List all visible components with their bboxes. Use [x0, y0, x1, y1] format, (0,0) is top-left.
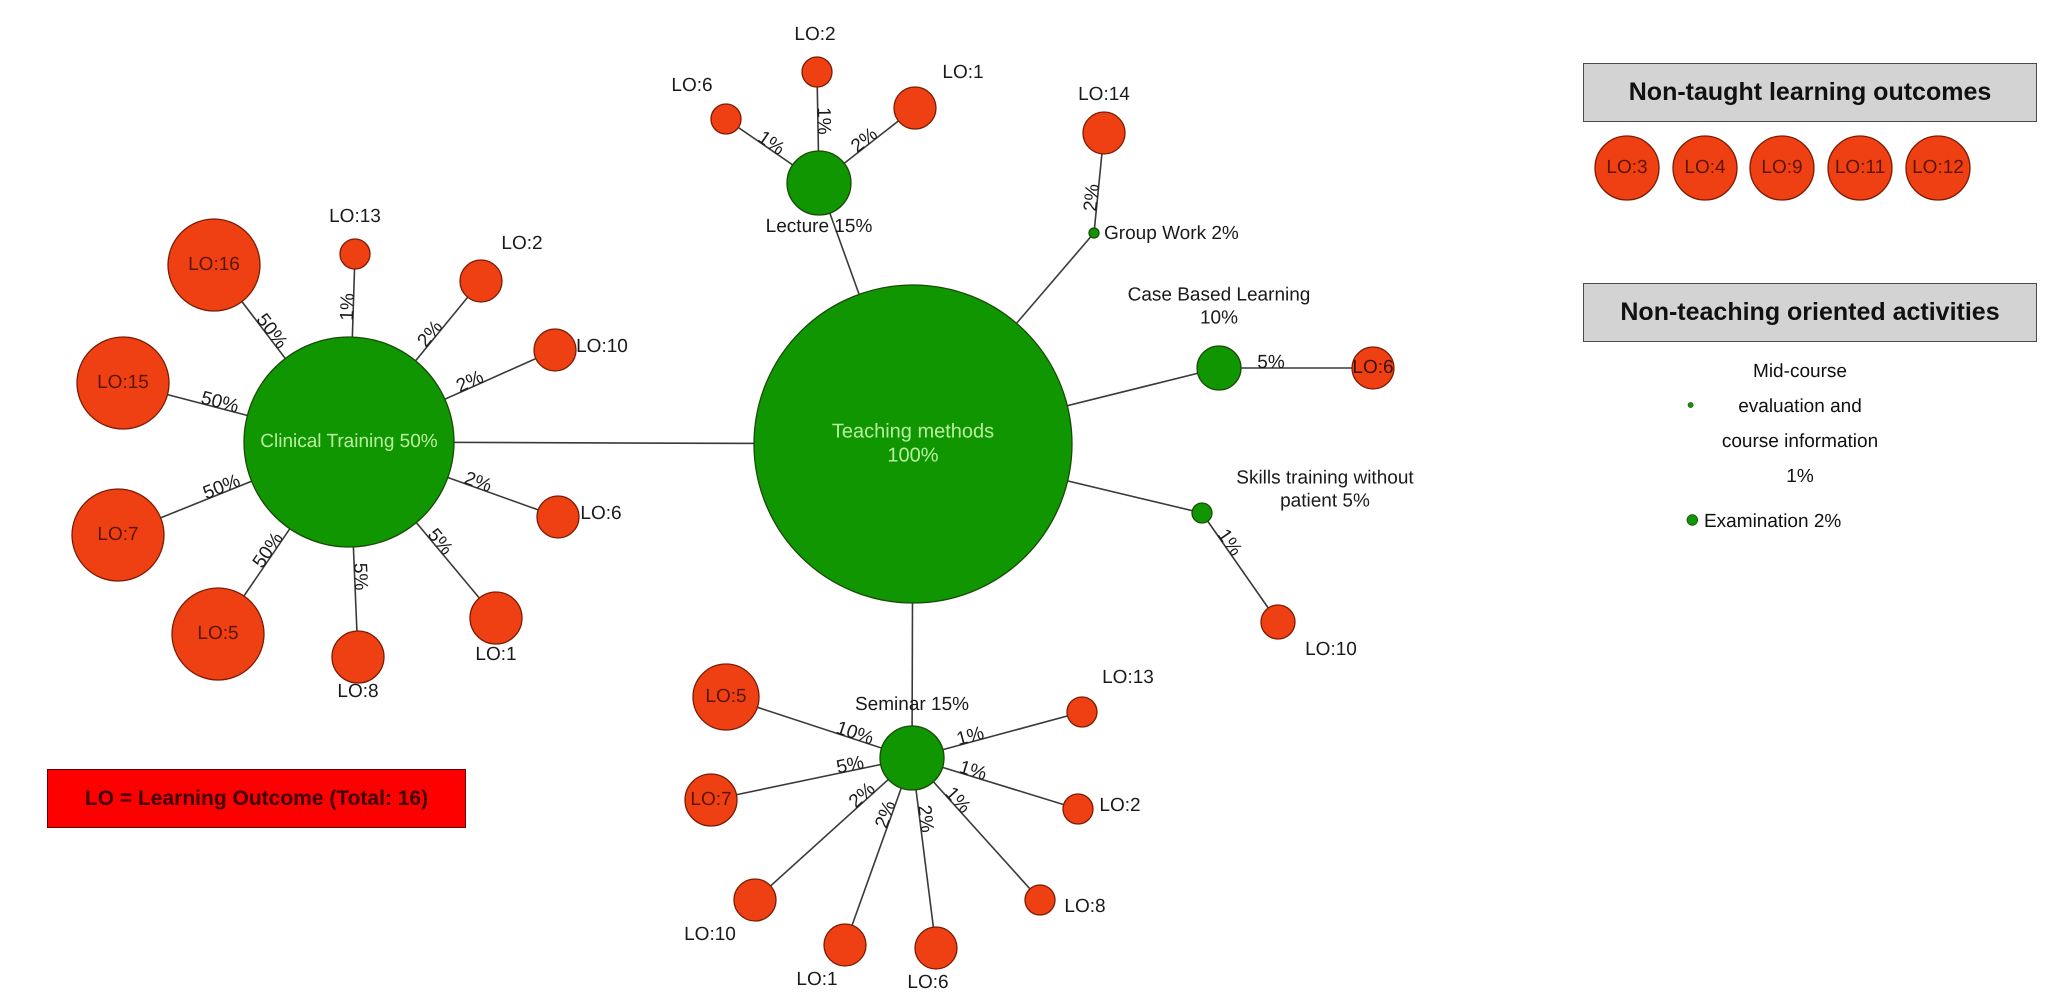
svg-text:1%: 1% [754, 127, 789, 160]
svg-text:5%: 5% [423, 525, 457, 560]
svg-text:LO:8: LO:8 [337, 681, 378, 702]
svg-text:Case Based Learning: Case Based Learning [1128, 285, 1311, 306]
svg-text:2%: 2% [414, 317, 448, 352]
svg-text:1%: 1% [337, 293, 359, 321]
svg-text:LO:16: LO:16 [188, 254, 240, 275]
svg-text:2%: 2% [1080, 183, 1104, 213]
svg-text:LO:7: LO:7 [690, 789, 731, 810]
svg-text:LO:11: LO:11 [1835, 157, 1885, 178]
svg-text:LO:1: LO:1 [942, 62, 983, 83]
svg-text:1%: 1% [1213, 525, 1246, 560]
svg-text:LO:6: LO:6 [580, 503, 621, 524]
svg-text:5%: 5% [835, 752, 866, 778]
svg-text:LO:2: LO:2 [1099, 795, 1140, 816]
svg-text:2%: 2% [847, 124, 882, 158]
svg-text:LO:6: LO:6 [671, 75, 712, 96]
svg-text:1%: 1% [954, 723, 986, 750]
svg-text:50%: 50% [199, 388, 241, 418]
svg-text:LO:2: LO:2 [501, 233, 542, 254]
svg-text:LO:13: LO:13 [329, 206, 381, 227]
svg-text:Teaching methods: Teaching methods [832, 420, 994, 442]
svg-text:LO:2: LO:2 [794, 24, 835, 45]
svg-text:10%: 10% [833, 718, 876, 750]
svg-text:10%: 10% [1200, 307, 1238, 328]
svg-text:LO:3: LO:3 [1606, 157, 1647, 178]
svg-text:50%: 50% [249, 529, 288, 572]
svg-text:LO:4: LO:4 [1684, 157, 1726, 178]
svg-text:LO:6: LO:6 [1352, 357, 1393, 378]
svg-text:LO:5: LO:5 [705, 686, 746, 707]
svg-text:Group Work 2%: Group Work 2% [1104, 223, 1239, 244]
svg-text:LO:10: LO:10 [684, 924, 736, 945]
svg-text:LO:13: LO:13 [1102, 667, 1154, 688]
svg-text:Clinical Training 50%: Clinical Training 50% [260, 431, 438, 452]
svg-text:2%: 2% [913, 804, 937, 834]
svg-text:5%: 5% [1257, 352, 1285, 373]
svg-text:LO:14: LO:14 [1078, 84, 1130, 105]
svg-text:LO:8: LO:8 [1064, 896, 1105, 917]
svg-text:2%: 2% [845, 778, 880, 812]
svg-text:LO:12: LO:12 [1912, 157, 1964, 178]
svg-text:LO:9: LO:9 [1761, 157, 1802, 178]
svg-text:LO:7: LO:7 [97, 524, 138, 545]
svg-text:Lecture 15%: Lecture 15% [766, 216, 873, 237]
svg-text:100%: 100% [887, 444, 938, 466]
svg-text:LO:10: LO:10 [1305, 639, 1357, 660]
svg-text:5%: 5% [349, 563, 371, 591]
svg-text:Skills training without: Skills training without [1236, 468, 1414, 489]
svg-text:LO:1: LO:1 [796, 969, 837, 990]
svg-text:LO:10: LO:10 [576, 336, 628, 357]
svg-text:1%: 1% [941, 783, 975, 818]
svg-text:LO:5: LO:5 [197, 623, 238, 644]
svg-text:LO:6: LO:6 [907, 972, 948, 993]
svg-text:Seminar 15%: Seminar 15% [855, 694, 969, 715]
svg-text:50%: 50% [252, 310, 292, 353]
svg-text:1%: 1% [813, 107, 834, 135]
svg-text:50%: 50% [200, 470, 243, 504]
svg-text:LO:1: LO:1 [475, 644, 516, 665]
svg-text:LO:15: LO:15 [97, 372, 149, 393]
svg-text:patient 5%: patient 5% [1280, 490, 1370, 511]
